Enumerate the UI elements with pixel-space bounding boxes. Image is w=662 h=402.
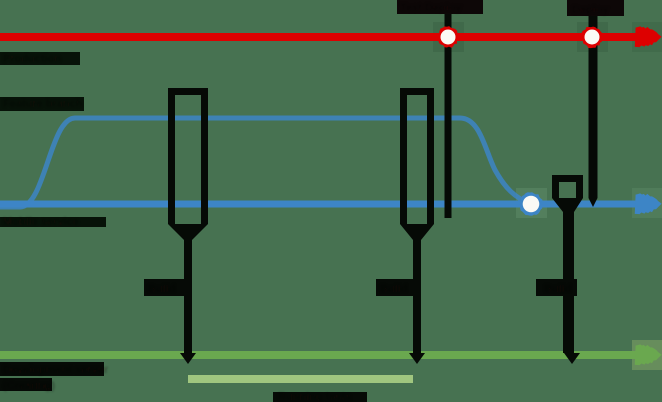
svg-text:Build: Build xyxy=(544,283,572,295)
svg-text:Production: Production xyxy=(3,53,61,65)
svg-text:(Creating): (Creating) xyxy=(3,380,55,392)
svg-text:Deploy: Deploy xyxy=(572,4,610,16)
svg-text:Development server: Development server xyxy=(3,364,109,376)
svg-text:Running tests: Running tests xyxy=(278,391,351,402)
svg-text:Feature branch: Feature branch xyxy=(3,98,83,110)
svg-text:Build: Build xyxy=(148,283,176,295)
svg-text:Build: Build xyxy=(380,283,408,295)
svg-text:Test Deploy: Test Deploy xyxy=(400,2,462,14)
svg-text:Mobile service: Mobile service xyxy=(3,216,79,228)
